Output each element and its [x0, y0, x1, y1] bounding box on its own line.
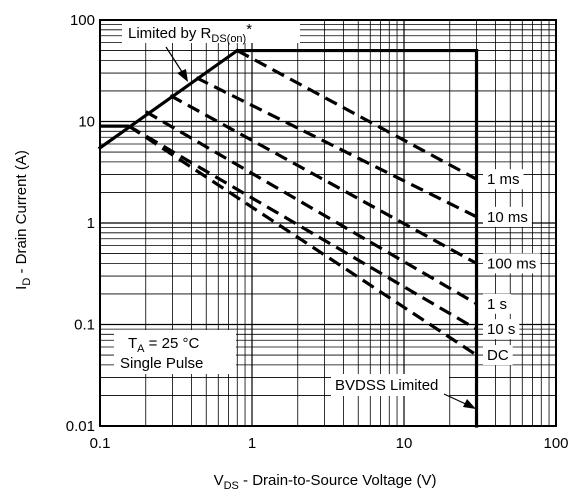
series-labels: 1 ms 10 ms 100 ms 1 s 10 s DC	[483, 169, 541, 366]
series-label: 1 ms	[487, 171, 520, 188]
soa-boundary	[97, 48, 479, 428]
y-tick-label: 10	[78, 114, 95, 131]
pulse-series	[128, 49, 478, 357]
conditions-annotation: TA = 25 °C Single Pulse	[114, 330, 236, 374]
rds-on-arrowhead	[177, 69, 188, 82]
series-line	[236, 49, 478, 181]
series-line	[128, 124, 478, 331]
y-axis-title: ID - Drain Current (A)	[13, 150, 33, 290]
y-tick-labels: 0.01 0.1 1 10 100	[66, 12, 95, 435]
bvdss-arrowhead	[463, 399, 476, 409]
conditions-bg	[114, 330, 236, 374]
x-tick-label: 100	[543, 435, 568, 452]
series-line	[144, 110, 478, 306]
series-label: 10 s	[487, 321, 515, 338]
series-label-bg	[483, 293, 512, 314]
rds-on-label-bg	[122, 21, 300, 43]
ta-label: TA = 25 °C	[128, 335, 199, 355]
rds-on-limit-line	[97, 48, 240, 151]
series-line	[169, 94, 478, 265]
series-line	[195, 76, 478, 219]
series-label-bg	[483, 206, 532, 227]
x-axis-title: VDS - Drain-to-Source Voltage (V)	[214, 472, 437, 492]
series-label: 10 ms	[487, 209, 528, 226]
series-label: 1 s	[487, 296, 507, 313]
series-label-bg	[483, 319, 520, 340]
x-tick-label: 10	[396, 435, 413, 452]
y-tick-label: 1	[87, 215, 95, 232]
bvdss-label: BVDSS Limited	[335, 377, 438, 394]
y-tick-label: 0.01	[66, 418, 95, 435]
series-label: 100 ms	[487, 255, 536, 272]
x-tick-labels: 0.1 1 10 100	[90, 435, 569, 452]
plot-frame	[99, 19, 557, 427]
series-label: DC	[487, 347, 509, 364]
x-tick-label: 1	[248, 435, 256, 452]
bvdss-label-bg	[331, 374, 449, 396]
x-tick-label: 0.1	[90, 435, 111, 452]
series-label-bg	[483, 169, 524, 190]
y-tick-label: 0.1	[74, 317, 95, 334]
bvdss-annotation: BVDSS Limited	[331, 374, 476, 409]
series-line	[128, 124, 478, 357]
series-label-bg	[483, 253, 541, 274]
rds-on-annotation: Limited by RDS(on)*	[122, 21, 300, 82]
rds-on-label: Limited by RDS(on)*	[128, 21, 252, 45]
series-label-bg	[483, 345, 513, 366]
y-tick-label: 100	[70, 12, 95, 29]
pulse-label: Single Pulse	[120, 355, 203, 372]
